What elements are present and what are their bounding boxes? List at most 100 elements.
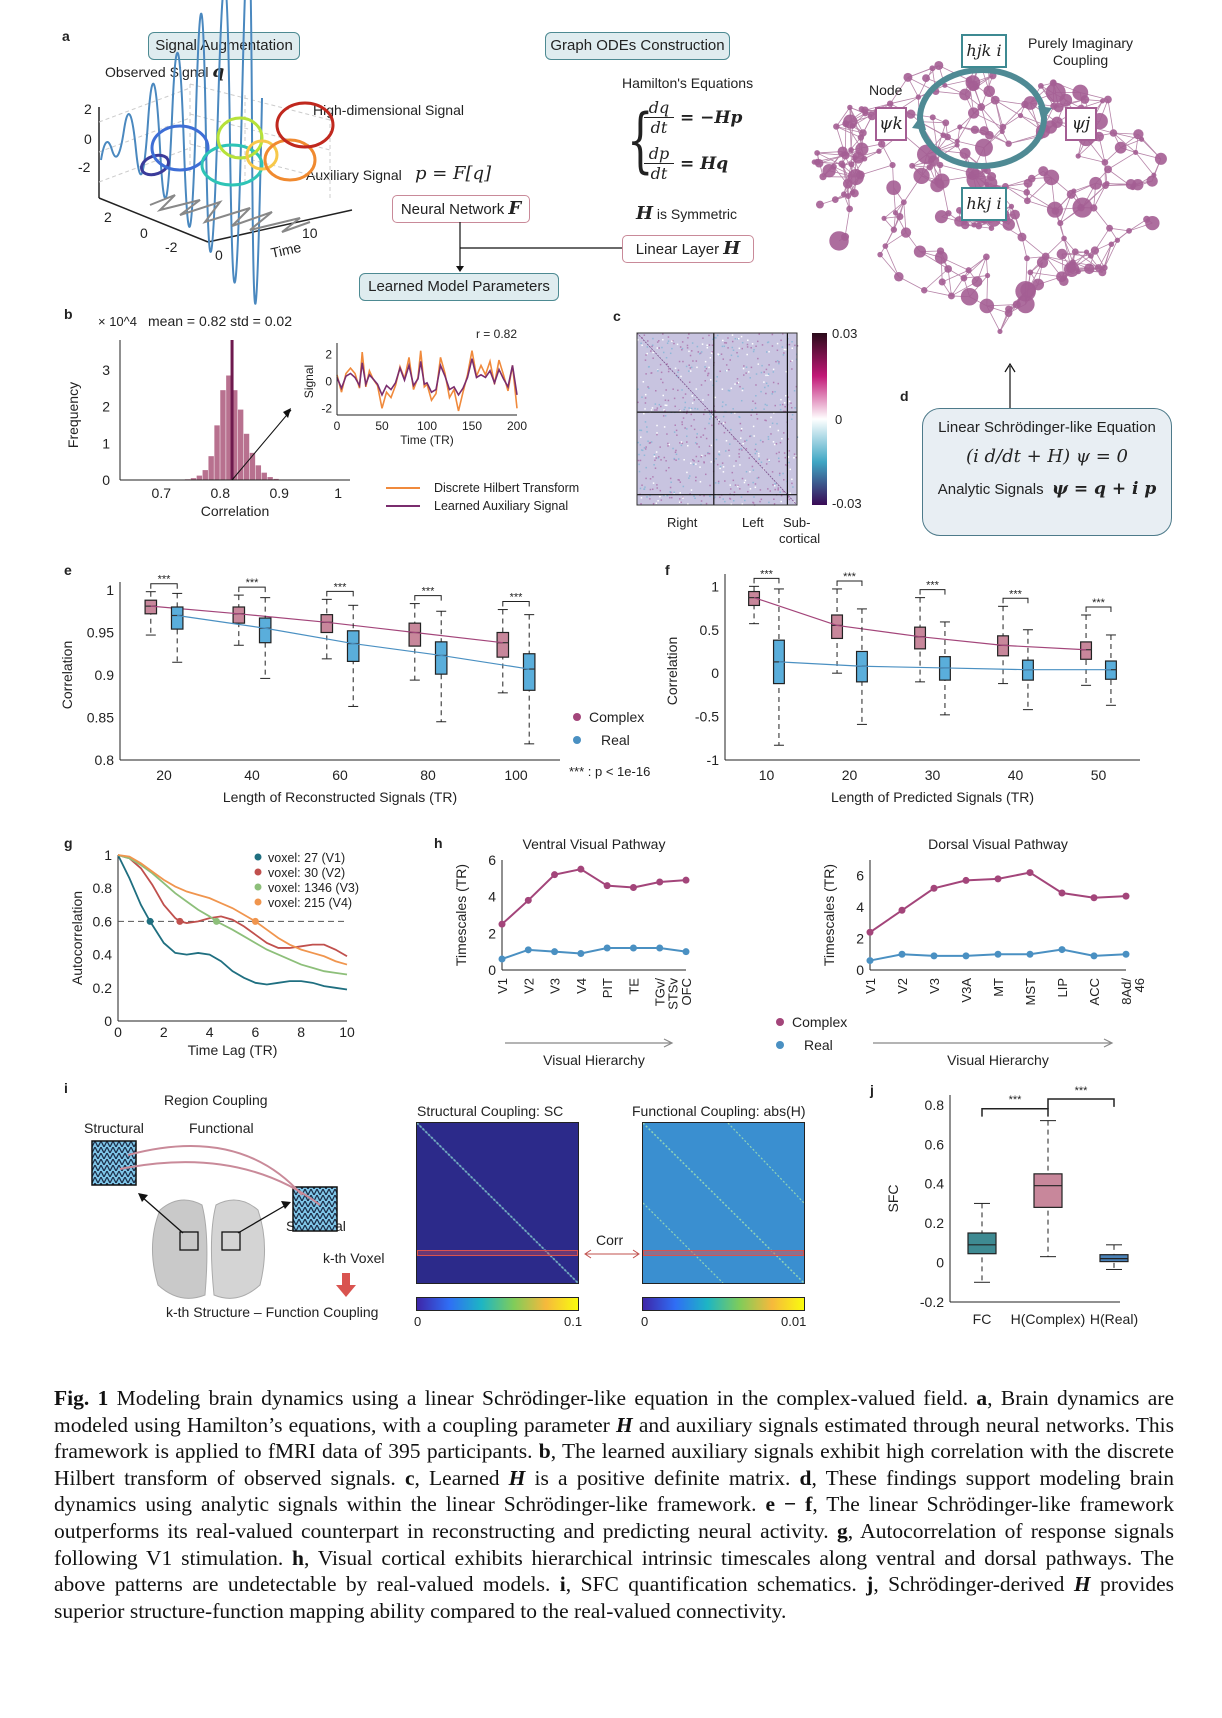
heatmap-cell: [647, 366, 650, 368]
eq2-rhs: = Hq: [680, 154, 729, 174]
heatmap-cell: [662, 394, 664, 397]
network-node: [1037, 83, 1044, 89]
diagonal: [636, 332, 798, 506]
heatmap-cell: [654, 459, 656, 462]
network-edge: [836, 126, 862, 138]
network-node: [929, 114, 936, 121]
schrodinger-equation-box: Linear Schrödinger-like Equation (i d/dt…: [922, 408, 1172, 536]
hjk-box: hjk i: [961, 34, 1007, 68]
network-edge: [1002, 104, 1026, 128]
heatmap-cell: [681, 348, 683, 351]
panel-f-letter: f: [665, 562, 670, 578]
heatmap-cell: [704, 427, 706, 430]
heatmap-cell: [733, 438, 735, 440]
learned-params-box: Learned Model Parameters: [359, 273, 559, 301]
network-node: [896, 212, 904, 221]
y-tick-label: 2: [488, 925, 496, 941]
heatmap-cell: [665, 460, 667, 462]
heatmap-cell: [719, 467, 721, 470]
heatmap-cell: [671, 496, 673, 499]
network-node: [842, 178, 853, 189]
heatmap-cell: [774, 404, 777, 407]
heatmap-cell: [649, 498, 651, 500]
heatmap-cell: [675, 453, 678, 456]
heatmap-cell: [679, 346, 682, 348]
network-edge: [884, 245, 900, 277]
heatmap-cell: [767, 488, 769, 490]
heatmap-cell: [642, 381, 645, 383]
sc-matrix: [416, 1122, 579, 1284]
heatmap-cell: [768, 501, 770, 504]
complex-point: [930, 884, 938, 892]
fc-cbar-max: 0.01: [781, 1314, 807, 1329]
real-point: [866, 957, 874, 965]
network-node: [1109, 129, 1118, 137]
legend-marker-real: [573, 736, 581, 744]
network-edge: [918, 68, 933, 98]
network-node: [975, 222, 983, 230]
heatmap-cell: [673, 397, 676, 400]
heatmap-cell: [658, 340, 660, 342]
heatmap-cell: [765, 351, 768, 353]
heatmap-cell: [650, 441, 653, 443]
significance-label: ***: [760, 568, 774, 580]
significance-bracket: [919, 589, 946, 595]
heatmap-cell: [700, 436, 702, 438]
heatmap-cell: [695, 455, 698, 458]
eq1-rhs: = −Hp: [680, 108, 743, 128]
eq2-denominator: dt: [650, 164, 668, 183]
network-node: [1061, 235, 1067, 242]
heatmap-cell: [737, 355, 739, 358]
heatmap-cell: [648, 442, 651, 444]
heatmap-cell: [730, 503, 733, 506]
y-tick-label: 0.4: [925, 1176, 945, 1192]
heatmap-cell: [641, 449, 644, 452]
network-edge: [1093, 185, 1106, 209]
heatmap-cell: [728, 455, 731, 457]
heatmap-cell: [682, 485, 685, 488]
heatmap-cell: [741, 449, 743, 451]
network-node: [822, 164, 836, 178]
heatmap-cell: [699, 352, 702, 355]
heatmap-cell: [714, 410, 716, 412]
heatmap-cell: [693, 495, 695, 498]
complex-box: [831, 614, 844, 640]
heatmap-cell: [641, 484, 643, 486]
fc-cbar-min: 0: [641, 1314, 649, 1329]
3d-signal-plot: 2 0 -2 2 0 -2 0 10 Time: [78, 0, 353, 305]
heatmap-cell: [736, 382, 738, 384]
heatmap-cell: [716, 376, 718, 378]
network-node: [922, 74, 930, 83]
autocorr-line: [117, 854, 348, 958]
complex-box: [408, 622, 422, 647]
x-tick-label: 40: [1008, 767, 1024, 783]
panel-i-letter: i: [64, 1080, 68, 1096]
heatmap-cell: [730, 354, 733, 357]
heatmap-cell: [704, 380, 706, 382]
heatmap-cell: [666, 433, 668, 435]
heatmap-cell: [747, 484, 750, 486]
heatmap-cell: [765, 463, 768, 465]
network-node: [983, 85, 995, 97]
heatmap-cell: [667, 340, 670, 342]
heatmap-cell: [688, 370, 690, 372]
heatmap-cell: [784, 405, 786, 408]
heatmap-cell: [772, 371, 775, 373]
heatmap-cell: [710, 379, 712, 381]
heatmap-cell: [763, 371, 765, 373]
heatmap-cell: [750, 435, 752, 437]
network-edge: [1135, 152, 1155, 176]
heatmap-cell: [746, 346, 749, 348]
x-tick-label: TGv/: [653, 978, 668, 1007]
kth-voxel-label: k-th Voxel: [323, 1250, 385, 1266]
heatmap-cell: [772, 441, 775, 443]
high-dim-signal-label: High-dimensional Signal: [313, 102, 464, 118]
heatmap-cell: [652, 337, 654, 340]
heatmap-cell: [670, 481, 672, 484]
x-tick-label: LIP: [1055, 978, 1070, 998]
heatmap-cell: [704, 360, 707, 363]
heatmap-cell: [788, 343, 791, 346]
graph-odes-box: Graph ODEs Construction: [545, 32, 730, 60]
heatmap-cell: [640, 449, 643, 451]
heatmap-cell: [781, 437, 783, 440]
